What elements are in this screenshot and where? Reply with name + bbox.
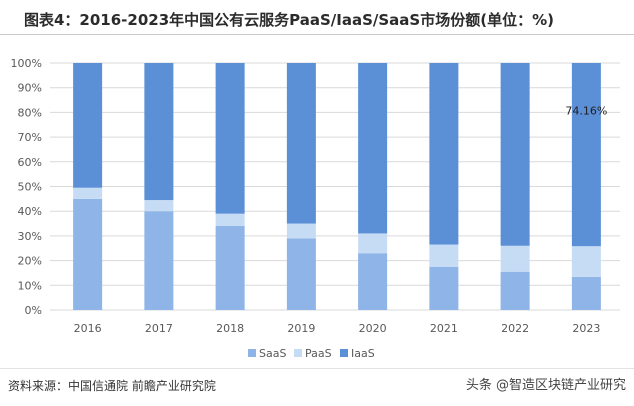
bar-segment-saas-2017 [144, 211, 174, 310]
y-tick-label: 50% [18, 181, 42, 194]
bar-segment-iaas-2016 [73, 63, 103, 188]
source-note: 资料来源：中国信通院 前瞻产业研究院 [8, 379, 216, 393]
bar-segment-saas-2018 [215, 226, 245, 310]
bar-segment-saas-2019 [286, 238, 316, 310]
y-tick-label: 70% [18, 131, 42, 144]
bar-segment-saas-2020 [358, 253, 388, 310]
y-tick-label: 0% [25, 304, 42, 317]
legend-swatch-iaas [340, 349, 348, 357]
chart-title: 图表4：2016-2023年中国公有云服务PaaS/IaaS/SaaS市场份额(… [24, 11, 554, 29]
bar-segment-saas-2021 [429, 266, 459, 310]
watermark-text: 头条 @智造区块链产业研究 [465, 378, 626, 393]
legend-label-paas: PaaS [305, 347, 332, 360]
bar-segment-iaas-2019 [286, 63, 316, 224]
bar-segment-iaas-2023 [571, 63, 601, 247]
x-tick-label: 2021 [430, 322, 458, 335]
bar-segment-iaas-2018 [215, 63, 245, 214]
bar-segment-paas-2023 [571, 246, 601, 277]
legend-swatch-saas [248, 349, 256, 357]
x-tick-label: 2017 [145, 322, 173, 335]
y-tick-label: 30% [18, 230, 42, 243]
bar-segment-iaas-2020 [358, 63, 388, 234]
bar-segment-paas-2016 [73, 187, 103, 199]
legend-label-iaas: IaaS [351, 347, 375, 360]
bar-segment-saas-2023 [571, 276, 601, 310]
y-axis-tick-labels: 0% 10% 20% 30% 40% 50% 60% 70% 80% 90% 100% [11, 57, 42, 317]
y-tick-label: 100% [11, 57, 42, 70]
data-label-annotation: 74.16% [565, 105, 607, 118]
bar-segment-paas-2017 [144, 200, 174, 212]
y-tick-label: 40% [18, 205, 42, 218]
bar-segment-iaas-2021 [429, 63, 459, 245]
legend: SaaS PaaS IaaS [248, 347, 375, 360]
bar-segment-iaas-2017 [144, 63, 174, 201]
gridlines [50, 62, 620, 311]
annotations: 74.16% [565, 105, 607, 118]
legend-swatch-paas [294, 349, 302, 357]
x-tick-label: 2020 [359, 322, 387, 335]
stacked-bar-chart: 0%10%20%30%40%50%60%70%80%90%100% 2016 20… [11, 57, 620, 360]
bar-segment-saas-2016 [73, 198, 103, 310]
bar-segment-paas-2021 [429, 244, 459, 267]
x-tick-label: 2016 [74, 322, 102, 335]
x-tick-label: 2023 [572, 322, 600, 335]
legend-label-saas: SaaS [259, 347, 286, 360]
y-tick-label: 80% [18, 106, 42, 119]
y-tick-label: 90% [18, 82, 42, 95]
bar-segment-paas-2019 [286, 223, 316, 239]
bar-segment-paas-2018 [215, 213, 245, 227]
y-tick-label: 10% [18, 279, 42, 292]
title-divider [0, 34, 634, 35]
x-tick-label: 2018 [216, 322, 244, 335]
bar-segment-paas-2022 [500, 245, 530, 272]
x-tick-label: 2019 [287, 322, 315, 335]
y-tick-label: 20% [18, 255, 42, 268]
bar-segment-paas-2020 [358, 233, 388, 254]
x-axis-tick-labels: 2016 2017 2018 2019 2020 2021 2022 2023 [74, 322, 601, 335]
footer-divider [0, 368, 634, 369]
bar-segment-iaas-2022 [500, 63, 530, 246]
bars [73, 63, 601, 310]
x-tick-label: 2022 [501, 322, 529, 335]
bar-segment-saas-2022 [500, 271, 530, 310]
y-tick-label: 60% [18, 156, 42, 169]
